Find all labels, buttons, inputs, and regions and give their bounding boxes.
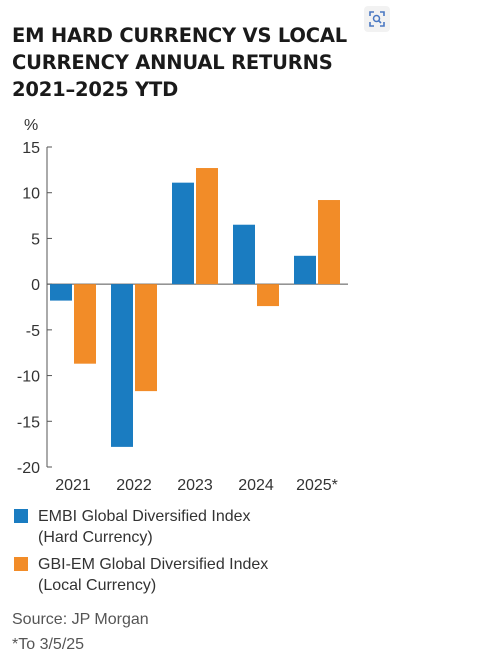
zoom-button[interactable] xyxy=(364,6,390,32)
x-tick-label: 2023 xyxy=(177,477,213,494)
legend-item-local-currency: GBI-EM Global Diversified Index (Local C… xyxy=(14,554,358,596)
x-tick-label: 2025* xyxy=(296,477,338,494)
y-tick-label: -10 xyxy=(17,369,40,386)
title-line-1: EM HARD CURRENCY VS LOCAL xyxy=(12,24,348,47)
bar-local-currency-2025 xyxy=(318,200,340,285)
bar-hard-currency-2021 xyxy=(50,284,72,301)
y-axis-label: % xyxy=(24,117,38,134)
y-tick-label: 5 xyxy=(31,231,40,248)
title-line-3: 2021–2025 YTD xyxy=(12,78,179,101)
chart-title: EM HARD CURRENCY VS LOCAL CURRENCY ANNUA… xyxy=(12,22,372,103)
legend-label-hard-currency: EMBI Global Diversified Index xyxy=(38,508,251,525)
legend: EMBI Global Diversified Index (Hard Curr… xyxy=(14,506,358,602)
source-note: Source: JP Morgan xyxy=(12,611,149,628)
bar-hard-currency-2024 xyxy=(233,224,255,285)
title-line-2: CURRENCY ANNUAL RETURNS xyxy=(12,51,333,74)
x-tick-label: 2024 xyxy=(238,477,274,494)
bar-local-currency-2024 xyxy=(257,284,279,307)
y-tick-label: 10 xyxy=(22,186,40,203)
y-tick-label: 0 xyxy=(31,277,40,294)
footnote: *To 3/5/25 xyxy=(12,636,85,653)
legend-swatch-hard-currency xyxy=(14,509,28,523)
x-tick-label: 2021 xyxy=(55,477,91,494)
x-tick-label: 2022 xyxy=(116,477,152,494)
bar-local-currency-2022 xyxy=(135,284,157,392)
y-tick-label: 15 xyxy=(22,140,40,157)
zoom-icon xyxy=(369,11,385,27)
legend-label-local-currency: GBI-EM Global Diversified Index xyxy=(38,556,269,573)
bar-local-currency-2023 xyxy=(196,168,218,285)
bar-chart: % 15 10 5 0 -5 -10 -15 -20 2021 2022 2023 2024 2025… xyxy=(17,117,348,494)
y-tick-label: -15 xyxy=(17,414,40,431)
bar-local-currency-2021 xyxy=(74,284,96,364)
bar-hard-currency-2023 xyxy=(172,182,194,285)
y-tick-label: -20 xyxy=(17,460,40,477)
bar-hard-currency-2025 xyxy=(294,255,316,285)
y-tick-label: -5 xyxy=(26,323,40,340)
legend-item-hard-currency: EMBI Global Diversified Index (Hard Curr… xyxy=(14,506,358,548)
legend-swatch-local-currency xyxy=(14,557,28,571)
legend-sublabel-local-currency: (Local Currency) xyxy=(38,577,157,594)
legend-sublabel-hard-currency: (Hard Currency) xyxy=(38,529,153,546)
bar-hard-currency-2022 xyxy=(111,284,133,447)
